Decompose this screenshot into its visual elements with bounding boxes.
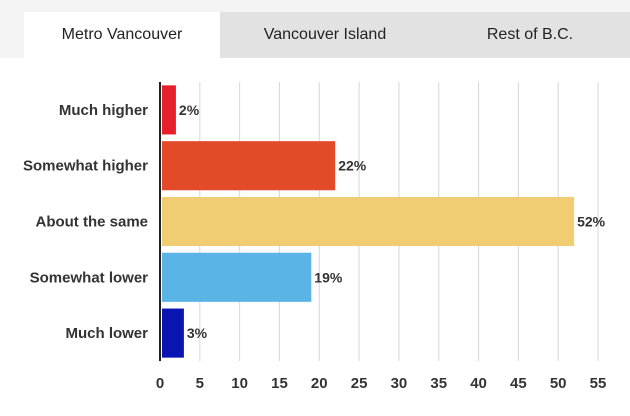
x-tick-label: 50 (550, 375, 567, 392)
data-label: 19% (314, 269, 343, 285)
bar (162, 196, 575, 247)
x-tick-label: 55 (590, 375, 607, 392)
category-label: Somewhat lower (30, 269, 149, 286)
data-label: 3% (187, 325, 208, 341)
bar (162, 252, 312, 302)
x-tick-label: 15 (271, 375, 288, 392)
x-tick-label: 5 (196, 375, 204, 392)
x-tick-label: 45 (510, 375, 527, 392)
x-tick-label: 10 (231, 375, 248, 392)
category-label: Somewhat higher (23, 158, 148, 175)
region-tabs: Metro Vancouver Vancouver Island Rest of… (24, 12, 630, 58)
bar (162, 308, 184, 358)
bar (162, 85, 176, 135)
chart-panel: 2% Much higher 22% Somewhat higher 52% About … (0, 58, 630, 416)
x-tick-label: 20 (311, 375, 328, 392)
data-label: 2% (179, 102, 200, 118)
category-label: Much higher (59, 102, 148, 119)
data-label: 52% (577, 214, 606, 230)
x-tick-label: 0 (156, 375, 164, 392)
data-label: 22% (338, 158, 367, 174)
category-label: Much lower (65, 325, 148, 342)
bar-chart: 2% Much higher 22% Somewhat higher 52% About … (23, 82, 607, 392)
tab-vancouver-island[interactable]: Vancouver Island (220, 12, 430, 58)
x-tick-label: 35 (430, 375, 447, 392)
x-tick-label: 40 (470, 375, 487, 392)
bar (162, 141, 336, 191)
tab-metro-vancouver[interactable]: Metro Vancouver (24, 12, 220, 58)
x-tick-label: 30 (391, 375, 408, 392)
tab-rest-of-bc[interactable]: Rest of B.C. (430, 12, 630, 58)
x-tick-label: 25 (351, 375, 368, 392)
category-label: About the same (35, 214, 148, 231)
